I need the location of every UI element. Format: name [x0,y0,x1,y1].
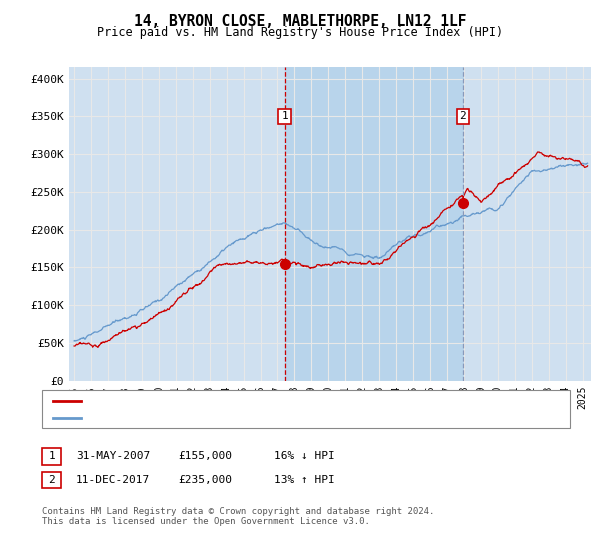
Text: Price paid vs. HM Land Registry's House Price Index (HPI): Price paid vs. HM Land Registry's House … [97,26,503,39]
Text: £235,000: £235,000 [178,475,232,485]
Text: Contains HM Land Registry data © Crown copyright and database right 2024.
This d: Contains HM Land Registry data © Crown c… [42,507,434,526]
Text: 13% ↑ HPI: 13% ↑ HPI [274,475,335,485]
Text: £155,000: £155,000 [178,451,232,461]
Text: 16% ↓ HPI: 16% ↓ HPI [274,451,335,461]
Bar [284,67,463,381]
Text: HPI: Average price, detached house, East Lindsey: HPI: Average price, detached house, East… [87,413,387,423]
Text: 14, BYRON CLOSE, MABLETHORPE, LN12 1LF: 14, BYRON CLOSE, MABLETHORPE, LN12 1LF [134,14,466,29]
Text: 2: 2 [460,111,466,122]
Text: 31-MAY-2007: 31-MAY-2007 [76,451,151,461]
Text: 14, BYRON CLOSE, MABLETHORPE, LN12 1LF (detached house): 14, BYRON CLOSE, MABLETHORPE, LN12 1LF (… [87,396,431,406]
Text: 2: 2 [48,475,55,485]
Text: 1: 1 [48,451,55,461]
Text: 1: 1 [281,111,288,122]
Text: 11-DEC-2017: 11-DEC-2017 [76,475,151,485]
